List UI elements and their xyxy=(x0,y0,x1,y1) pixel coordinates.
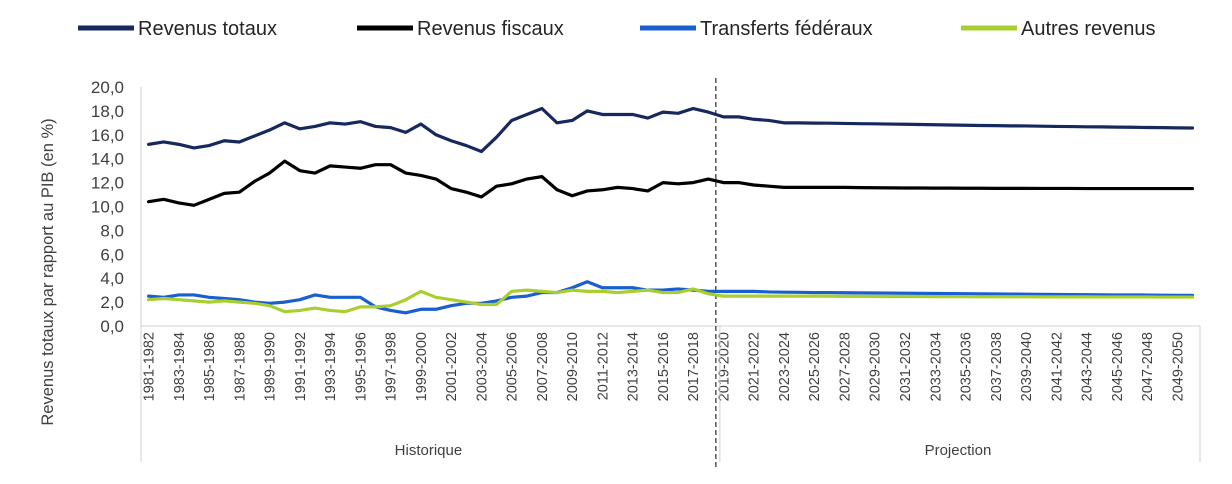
x-tick-label: 2041-2042 xyxy=(1049,332,1065,401)
y-tick-label: 18,0 xyxy=(91,102,124,121)
x-tick-label: 2035-2036 xyxy=(959,332,975,401)
group-label-projection: Projection xyxy=(925,442,992,459)
axes xyxy=(140,78,1200,468)
x-axis: 1981-1982 1983-1984 1985-1986 1987-1988 1989… xyxy=(142,332,1187,401)
y-tick-label: 4,0 xyxy=(100,269,124,288)
x-tick-label: 1995-1996 xyxy=(353,332,369,401)
x-tick-label: 2049-2050 xyxy=(1170,332,1186,401)
y-axis: 0,0 2,0 4,0 6,0 8,0 10,0 12,0 14,0 16,0 18,0 20,0 xyxy=(91,78,124,336)
x-tick-label: 2007-2008 xyxy=(535,332,551,401)
x-tick-label: 2039-2040 xyxy=(1019,332,1035,401)
legend-label: Transferts fédéraux xyxy=(700,18,873,40)
legend-entry: Revenus totaux xyxy=(78,18,277,40)
y-tick-label: 20,0 xyxy=(91,78,124,97)
x-tick-label: 1989-1990 xyxy=(263,332,279,401)
legend-entry: Autres revenus xyxy=(961,18,1156,40)
x-tick-label: 2031-2032 xyxy=(898,332,914,401)
y-tick-label: 2,0 xyxy=(100,293,124,312)
x-tick-label: 1987-1988 xyxy=(232,332,248,401)
x-tick-label: 2023-2024 xyxy=(777,332,793,401)
chart-legend: Revenus totaux Revenus fiscaux Transfert… xyxy=(78,18,1156,40)
x-tick-label: 2017-2018 xyxy=(686,332,702,401)
x-tick-label: 1993-1994 xyxy=(323,332,339,401)
y-tick-label: 6,0 xyxy=(100,245,124,264)
series-line xyxy=(146,159,1195,207)
series-line xyxy=(146,280,1195,315)
x-tick-label: 1999-2000 xyxy=(414,332,430,401)
legend-entry: Transferts fédéraux xyxy=(640,18,873,40)
x-tick-label: 2045-2046 xyxy=(1110,332,1126,401)
x-tick-label: 2009-2010 xyxy=(565,332,581,401)
y-axis-label: Revenus totaux par rapport au PIB (en %) xyxy=(39,118,57,425)
legend-label: Autres revenus xyxy=(1021,18,1156,40)
x-tick-label: 2015-2016 xyxy=(656,332,672,401)
series-group xyxy=(146,106,1195,315)
x-tick-label: 2033-2034 xyxy=(928,332,944,401)
x-tick-label: 2011-2012 xyxy=(595,332,611,400)
y-tick-label: 14,0 xyxy=(91,150,124,169)
y-tick-label: 16,0 xyxy=(91,126,124,145)
x-tick-label: 2027-2028 xyxy=(837,332,853,401)
x-tick-label: 2025-2026 xyxy=(807,332,823,401)
series-line xyxy=(146,287,1195,314)
y-tick-label: 0,0 xyxy=(100,317,124,336)
legend-entry: Revenus fiscaux xyxy=(357,18,564,40)
x-tick-label: 2037-2038 xyxy=(989,332,1005,401)
legend-label: Revenus totaux xyxy=(138,18,277,40)
x-tick-label: 2005-2006 xyxy=(505,332,521,401)
x-tick-label: 2019-2020 xyxy=(716,332,732,401)
x-tick-label: 1983-1984 xyxy=(172,332,188,401)
x-tick-label: 2013-2014 xyxy=(626,332,642,401)
legend-label: Revenus fiscaux xyxy=(417,18,564,40)
x-tick-label: 2021-2022 xyxy=(747,332,763,401)
y-tick-label: 10,0 xyxy=(91,198,124,217)
group-label-historique: Historique xyxy=(395,442,463,459)
x-tick-label: 2001-2002 xyxy=(444,332,460,401)
x-axis-groups: Historique Projection xyxy=(140,326,1201,462)
y-tick-label: 8,0 xyxy=(100,221,124,240)
x-tick-label: 2047-2048 xyxy=(1140,332,1156,401)
series-line xyxy=(146,106,1195,154)
x-tick-label: 2003-2004 xyxy=(474,332,490,401)
y-tick-label: 12,0 xyxy=(91,174,124,193)
x-tick-label: 1985-1986 xyxy=(202,332,218,401)
x-tick-label: 1981-1982 xyxy=(142,332,158,401)
x-tick-label: 1991-1992 xyxy=(293,332,309,401)
x-tick-label: 2029-2030 xyxy=(868,332,884,401)
x-tick-label: 2043-2044 xyxy=(1080,332,1096,401)
x-tick-label: 1997-1998 xyxy=(384,332,400,401)
